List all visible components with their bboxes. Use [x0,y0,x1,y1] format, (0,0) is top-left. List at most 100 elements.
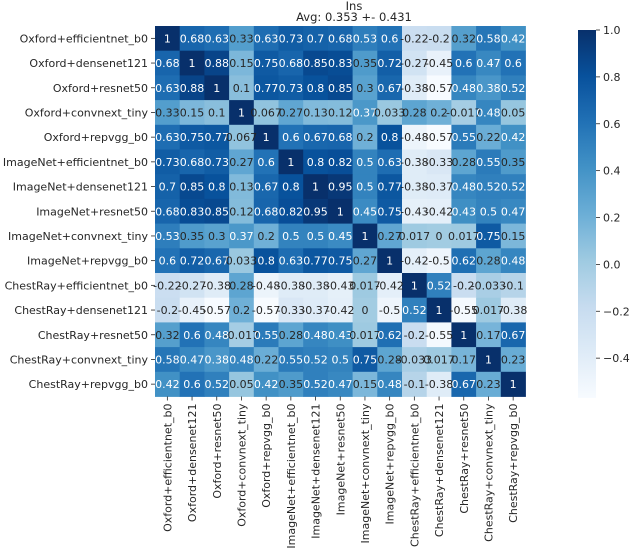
heatmap-cell [402,371,428,397]
colorbar-tick-label: 0.0 [603,258,621,271]
heatmap-cell [426,347,452,373]
heatmap-cell-label: -0.55 [450,304,478,317]
heatmap-cell [278,149,304,175]
heatmap-cell-label: -0.43 [400,205,428,218]
heatmap-cell-label: 0.6 [455,57,473,70]
heatmap-cell-label: 0.58 [476,32,501,45]
heatmap-cell [253,248,279,274]
heatmap-cell-label: 0.33 [229,32,254,45]
x-axis-tick-labels: Oxford+efficientnet_b0 Oxford+densenet121… [161,396,520,549]
heatmap-cell-label: 1 [436,304,443,317]
heatmap-cell [500,26,526,52]
heatmap-cell-label: 0.13 [303,106,328,119]
heatmap-cell-label: 0.75 [254,57,279,70]
heatmap-cell-label: 0.017 [399,230,431,243]
heatmap-cell-label: -0.22 [400,32,428,45]
heatmap-cell [229,198,255,224]
heatmap-cell-label: -0.48 [400,131,428,144]
heatmap-cell-label: 1 [312,181,319,194]
heatmap-cell [327,124,353,150]
heatmap-cell-label: 0 [436,230,443,243]
heatmap-cell-label: 0.63 [155,131,180,144]
heatmap-cell-label: 0.2 [356,131,374,144]
heatmap-cell-label: 0.42 [155,378,180,391]
heatmap-cell-label: -0.38 [400,82,428,95]
heatmap-cell [155,297,181,323]
heatmap-cell [278,223,304,249]
heatmap-cell-label: 0.28 [476,255,501,268]
heatmap-cell-label: -0.2 [404,329,425,342]
y-tick-label: ChestRay+densenet121 [14,304,148,317]
heatmap-cell [253,347,279,373]
heatmap-cell [303,100,329,126]
heatmap-cell [303,371,329,397]
heatmap-cell-label: 0.75 [377,205,402,218]
heatmap-cell-label: -0.017 [446,106,481,119]
heatmap-cell [204,322,230,348]
heatmap-cell-label: 0.73 [279,82,304,95]
heatmap-cell [426,75,452,101]
heatmap-cell-label: -0.033 [397,353,432,366]
heatmap-cell [303,273,329,299]
heatmap-cell-label: 0.63 [155,82,180,95]
heatmap-cell [204,26,230,52]
heatmap-cell [303,322,329,348]
heatmap-cell [179,149,205,175]
heatmap-cell [402,26,428,52]
heatmap-cell [476,297,502,323]
y-tick-label: ChestRay+repvgg_b0 [29,378,148,391]
heatmap-cell-label: -0.1 [502,279,523,292]
heatmap-cell-label: 0.37 [353,106,378,119]
heatmap-cell-label: 0.52 [205,378,230,391]
heatmap-cell [352,100,378,126]
heatmap-cell [155,50,181,76]
heatmap-cell [278,371,304,397]
y-tick-label: ImageNet+efficientnet_b0 [3,156,148,169]
heatmap-cell [426,50,452,76]
heatmap-cell [426,149,452,175]
heatmap-cell-label: -0.33 [277,304,305,317]
heatmap-cell [327,50,353,76]
x-tick-label: ChestRay+densenet121 [433,404,446,538]
heatmap-cell [155,100,181,126]
heatmap-cell-label: 0.22 [476,131,501,144]
heatmap-cell [352,273,378,299]
heatmap-cell [402,297,428,323]
heatmap-cell [377,26,403,52]
heatmap-cell [229,273,255,299]
heatmap-cell [303,198,329,224]
heatmap-cell [303,297,329,323]
heatmap-cell [204,124,230,150]
heatmap-cell [377,248,403,274]
heatmap-cell [402,75,428,101]
heatmap-cell-label: -0.37 [425,181,453,194]
heatmap-cell [327,174,353,200]
heatmap-cell [402,248,428,274]
heatmap-cell-label: -0.38 [400,156,428,169]
heatmap-cell [352,26,378,52]
heatmap-cell-label: -0.57 [425,82,453,95]
heatmap-cell [476,149,502,175]
heatmap-cell-label: 0.067 [226,131,258,144]
heatmap-cell-label: 0.8 [307,156,325,169]
x-tick-label: Oxford+efficientnet_b0 [161,403,174,531]
heatmap-cell-label: -0.1 [404,378,425,391]
heatmap-cell [155,174,181,200]
heatmap-cell [204,75,230,101]
x-tick-label: ImageNet+convnext_tiny [359,403,372,543]
heatmap-cell-label: 0.95 [328,181,353,194]
heatmap-cell-label: 0.05 [501,106,526,119]
heatmap-cell [377,50,403,76]
heatmap-cell-label: 0.48 [303,329,328,342]
heatmap-cell [476,124,502,150]
heatmap-cell [229,322,255,348]
heatmap-cell [155,273,181,299]
heatmap-cell [229,223,255,249]
heatmap-cell-label: 0.033 [374,106,406,119]
heatmap-cell-label: -0.38 [499,304,527,317]
heatmap-cell-label: 0.17 [476,329,501,342]
heatmap-cell [402,223,428,249]
heatmap-cell-label: 0.067 [250,106,282,119]
heatmap-cell-label: 0.22 [254,353,279,366]
